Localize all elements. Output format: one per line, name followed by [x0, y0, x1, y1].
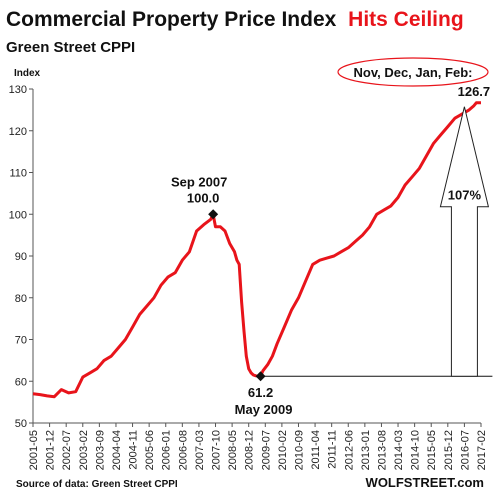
- x-tick-label: 2004-04: [111, 430, 123, 470]
- x-tick-labels: 2001-05 2001-12 2002-07 2003-02 2003-09 2004-…: [28, 430, 488, 470]
- x-tick-label: 2013-08: [376, 430, 388, 470]
- latest-oval: [337, 57, 489, 87]
- axes: [29, 88, 482, 427]
- x-tick-label: 2011-11: [327, 430, 339, 469]
- chart-title: Commercial Property Price Index Hits Cei…: [6, 8, 464, 31]
- x-tick-label: 2003-02: [78, 430, 90, 470]
- source-note: Source of data: Green Street CPPI: [16, 479, 178, 490]
- x-tick-label: 2004-11: [128, 430, 140, 470]
- x-tick-label: 2010-02: [277, 430, 289, 470]
- latest-months-label: Nov, Dec, Jan, Feb:: [354, 65, 473, 80]
- trough-value-label: 61.2: [248, 385, 273, 400]
- x-tick-label: 2008-05: [227, 430, 239, 470]
- x-tick-label: 2015-12: [443, 430, 455, 470]
- x-tick-label: 2002-07: [61, 430, 73, 470]
- chart-title-highlight: Hits Ceiling: [348, 8, 464, 31]
- y-tick-label: 70: [15, 335, 27, 347]
- x-tick-label: 2012-06: [343, 430, 355, 470]
- x-tick-label: 2014-03: [393, 430, 405, 470]
- y-tick-label: 50: [15, 418, 27, 430]
- x-tick-label: 2015-05: [426, 430, 438, 470]
- x-tick-label: 2001-12: [45, 430, 57, 470]
- x-tick-label: 2016-07: [459, 430, 471, 470]
- gain-arrow: [439, 106, 490, 377]
- x-tick-label: 2010-09: [293, 430, 305, 470]
- series-line: [32, 101, 481, 399]
- x-tick-label: 2003-09: [94, 430, 106, 470]
- x-tick-label: 2014-10: [410, 430, 422, 470]
- peak-date-label: Sep 2007: [171, 174, 227, 189]
- x-tick-label: 2017-02: [476, 430, 488, 470]
- y-tick-label: 80: [15, 293, 27, 305]
- brand-label: WOLFSTREET.com: [366, 475, 484, 490]
- y-tick-label: 90: [15, 251, 27, 263]
- y-tick-label: 100: [9, 209, 27, 221]
- x-tick-label: 2011-04: [310, 430, 322, 470]
- trough-date-label: May 2009: [235, 402, 293, 417]
- y-tick-label: 130: [9, 84, 27, 96]
- x-tick-label: 2008-12: [244, 430, 256, 470]
- y-tick-label: 120: [9, 126, 27, 138]
- peak-value-label: 100.0: [187, 190, 220, 205]
- x-tick-label: 2007-10: [211, 430, 223, 470]
- x-tick-label: 2005-06: [144, 430, 156, 470]
- latest-value-label: 126.7: [458, 84, 491, 99]
- y-axis-label: Index: [14, 68, 41, 79]
- x-tick-label: 2001-05: [28, 430, 40, 470]
- peak-marker: [208, 209, 219, 220]
- y-tick-label: 110: [9, 168, 27, 180]
- x-tick-label: 2006-01: [161, 430, 173, 470]
- y-tick-label: 60: [15, 376, 27, 388]
- chart-title-main: Commercial Property Price Index: [6, 8, 337, 31]
- x-tick-label: 2006-08: [177, 430, 189, 470]
- x-tick-label: 2007-03: [194, 430, 206, 470]
- x-tick-label: 2009-07: [260, 430, 272, 470]
- chart-subtitle: Green Street CPPI: [6, 39, 135, 56]
- trough-marker: [255, 371, 266, 382]
- gain-label: 107%: [448, 188, 482, 203]
- x-tick-label: 2013-01: [360, 430, 372, 470]
- y-tick-labels: 50 60 70 80 90 100 110 120 130: [9, 84, 27, 430]
